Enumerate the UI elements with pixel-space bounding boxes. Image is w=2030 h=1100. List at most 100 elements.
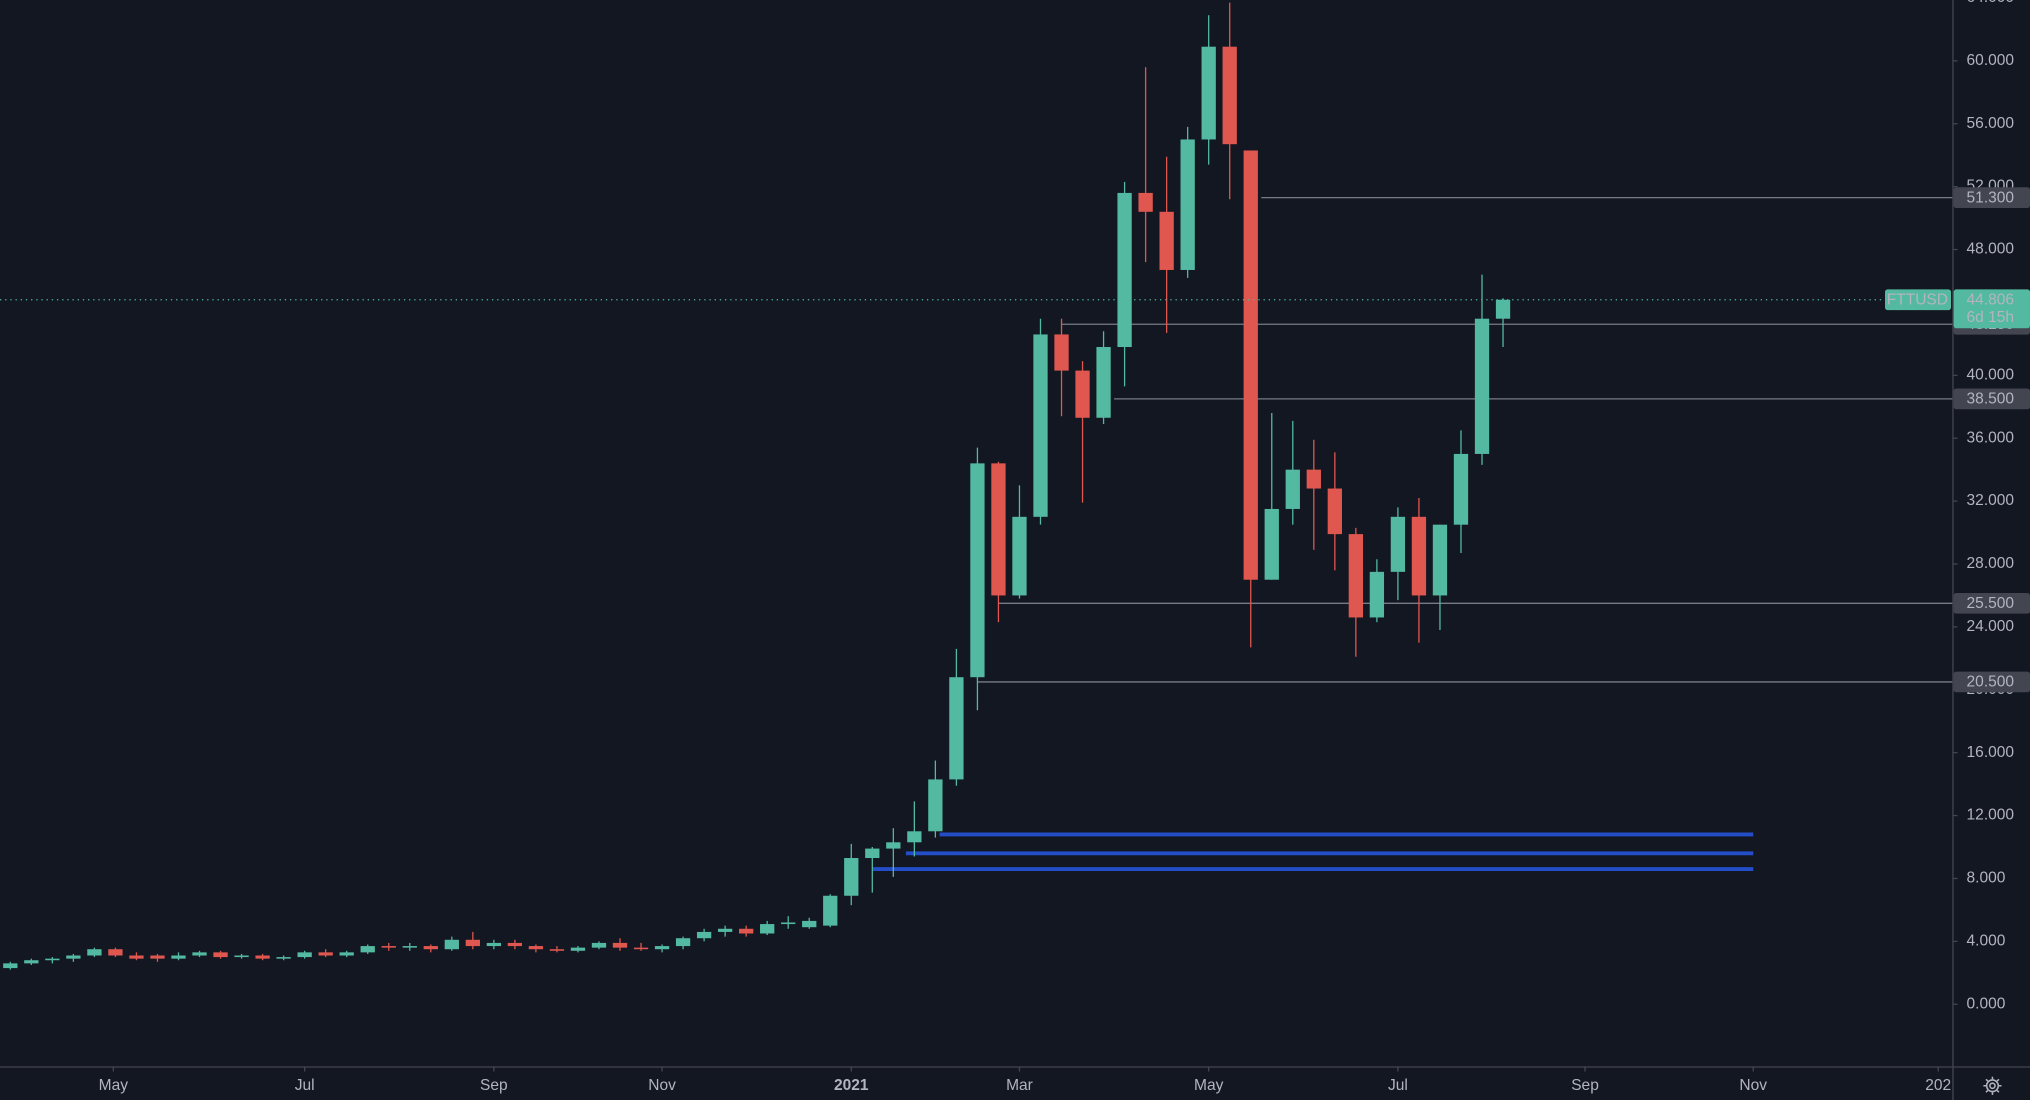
candle-body [907, 831, 922, 843]
candle-body [591, 942, 607, 948]
settings-icon[interactable] [1983, 1076, 2002, 1095]
candle-body [654, 946, 670, 950]
candle-body [612, 942, 628, 948]
x-tick-label: Jul [295, 1077, 315, 1094]
candle-body [3, 963, 18, 969]
candle-body [444, 939, 459, 950]
candle-body [66, 955, 81, 959]
candle-body [928, 779, 943, 832]
candle-body [1285, 469, 1300, 509]
price-tag: 44.806 [1967, 292, 2014, 309]
candle-body [549, 949, 565, 951]
y-tick-label: 40.000 [1967, 366, 2015, 383]
level-label-box [1953, 592, 2030, 614]
level-label-box [1953, 671, 2030, 693]
candle-body [1201, 46, 1216, 140]
x-tick-label: Jul [1388, 1077, 1408, 1094]
x-tick-label: Sep [480, 1077, 508, 1094]
y-tick-label: 16.000 [1967, 744, 2015, 761]
candle-body [1096, 347, 1111, 418]
candle-body [1348, 534, 1364, 618]
y-tick-label: 64.000 [1967, 0, 2015, 6]
candle-body [402, 946, 417, 948]
candle-body [318, 952, 333, 956]
candle-body [1159, 211, 1174, 270]
y-tick-label: 0.000 [1967, 995, 2006, 1012]
candle-body [1495, 299, 1511, 319]
candle-body [1075, 370, 1090, 418]
candle-body [1264, 508, 1279, 580]
level-label-box [1953, 388, 2030, 410]
x-tick-label: Mar [1006, 1077, 1033, 1094]
candle-body [171, 955, 186, 959]
level-label: 51.300 [1967, 189, 2015, 206]
candle-body [570, 947, 586, 951]
candle-body [1222, 46, 1237, 145]
candle-body [970, 463, 985, 678]
y-tick-label: 48.000 [1967, 241, 2015, 258]
candle-body [339, 952, 354, 956]
candle-body [739, 928, 754, 934]
candle-body [781, 922, 796, 925]
candle-body [949, 677, 964, 780]
candle-body [276, 957, 291, 959]
candle-body [465, 939, 480, 947]
candle-body [823, 895, 838, 926]
countdown: 6d 15h [1967, 309, 2014, 326]
candle-body [423, 946, 438, 950]
y-tick-label: 8.000 [1967, 870, 2006, 887]
candle-body [1390, 516, 1406, 572]
x-tick-label: May [99, 1077, 129, 1094]
candle-body [1054, 334, 1069, 371]
candle-body [150, 955, 165, 959]
candle-body [802, 920, 817, 928]
candle-body [1138, 192, 1153, 212]
level-label: 25.500 [1967, 595, 2015, 612]
candle-body [381, 946, 396, 948]
y-tick-label: 60.000 [1967, 52, 2015, 69]
candle-body [255, 955, 270, 959]
candle-body [844, 858, 859, 896]
x-tick-label: May [1194, 1077, 1224, 1094]
x-tick-label: Sep [1571, 1077, 1599, 1094]
symbol-tag: FTTUSD [1887, 292, 1948, 309]
level-label: 20.500 [1967, 674, 2015, 691]
symbol-tag-box [1885, 289, 1952, 311]
candle-body [486, 942, 502, 947]
candle-body [87, 949, 102, 956]
candle-body [991, 463, 1006, 596]
candle-body [1117, 192, 1132, 348]
candle-body [1180, 139, 1195, 270]
candle-body [696, 931, 712, 939]
x-tick-label: Nov [648, 1077, 676, 1094]
y-tick-label: 12.000 [1967, 807, 2015, 824]
x-tick-label: 2021 [834, 1077, 869, 1094]
candle-body [234, 955, 249, 958]
candle-body [633, 947, 649, 950]
candle-body [1012, 516, 1027, 596]
x-tick-label: 202 [1925, 1077, 1951, 1094]
candle-body [1033, 334, 1048, 517]
candle-body [1474, 318, 1490, 454]
candle-body [865, 848, 880, 859]
y-tick-label: 24.000 [1967, 618, 2015, 635]
y-tick-label: 28.000 [1967, 555, 2015, 572]
candle-body [108, 949, 123, 956]
x-tick-label: Nov [1739, 1077, 1767, 1094]
y-tick-label: 4.000 [1967, 932, 2006, 949]
candle-body [1327, 488, 1342, 535]
candle-body [1369, 571, 1385, 618]
y-tick-label: 32.000 [1967, 492, 2015, 509]
candle-body [45, 958, 60, 961]
candle-body [528, 946, 544, 950]
candle-body [1243, 150, 1258, 580]
candle-body [675, 938, 691, 947]
candle-body [297, 952, 312, 958]
candle-body [1453, 453, 1469, 525]
candle-body [507, 942, 523, 947]
candle-body [1306, 469, 1321, 489]
candle-body [129, 955, 144, 959]
candle-body [1411, 516, 1427, 596]
candle-body [24, 960, 39, 964]
